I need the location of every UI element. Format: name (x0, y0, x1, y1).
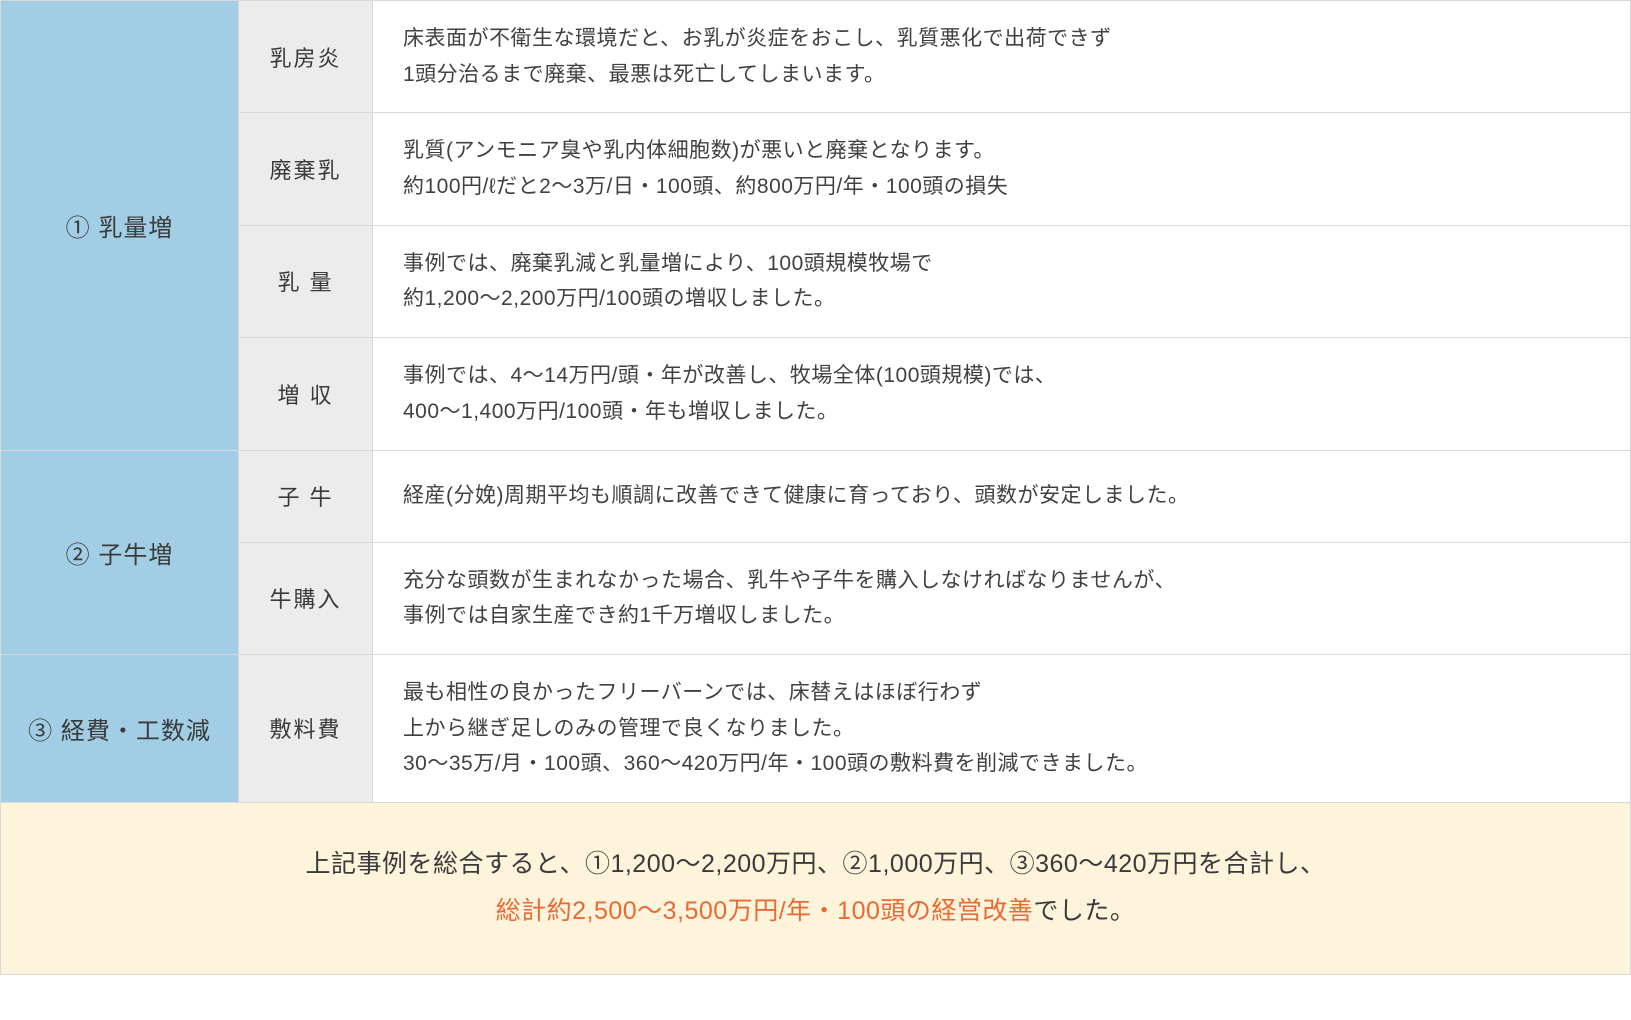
benefits-table: ① 乳量増 乳房炎 床表面が不衛生な環境だと、お乳が炎症をおこし、乳質悪化で出荷… (0, 0, 1631, 803)
description-cell: 最も相性の良かったフリーバーンでは、床替えはほぼ行わず上から継ぎ足しのみの管理で… (373, 655, 1630, 802)
summary-suffix: でした。 (1033, 897, 1135, 925)
description-cell: 乳質(アンモニア臭や乳内体細胞数)が悪いと廃棄となります。約100円/ℓだと2〜… (373, 113, 1630, 224)
section-cost-reduction: ③ 経費・工数減 敷料費 最も相性の良かったフリーバーンでは、床替えはほぼ行わず… (1, 655, 1630, 803)
table-row: 増 収 事例では、4〜14万円/頭・年が改善し、牧場全体(100頭規模)では、4… (239, 338, 1630, 449)
description-cell: 事例では、廃棄乳減と乳量増により、100頭規模牧場で約1,200〜2,200万円… (373, 226, 1630, 337)
section-calf-increase: ② 子牛増 子 牛 経産(分娩)周期平均も順調に改善できて健康に育っており、頭数… (1, 451, 1630, 655)
rows-container: 敷料費 最も相性の良かったフリーバーンでは、床替えはほぼ行わず上から継ぎ足しのみ… (239, 655, 1630, 802)
description-cell: 床表面が不衛生な環境だと、お乳が炎症をおこし、乳質悪化で出荷できず1頭分治るまで… (373, 1, 1630, 112)
summary-highlight: 総計約2,500〜3,500万円/年・100頭の経営改善 (496, 897, 1034, 925)
category-cell: ② 子牛増 (1, 451, 239, 654)
section-milk-increase: ① 乳量増 乳房炎 床表面が不衛生な環境だと、お乳が炎症をおこし、乳質悪化で出荷… (1, 1, 1630, 451)
table-row: 乳房炎 床表面が不衛生な環境だと、お乳が炎症をおこし、乳質悪化で出荷できず1頭分… (239, 1, 1630, 113)
category-cell: ③ 経費・工数減 (1, 655, 239, 802)
subcategory-cell: 乳 量 (239, 226, 373, 337)
subcategory-cell: 乳房炎 (239, 1, 373, 112)
category-cell: ① 乳量増 (1, 1, 239, 450)
rows-container: 子 牛 経産(分娩)周期平均も順調に改善できて健康に育っており、頭数が安定しまし… (239, 451, 1630, 654)
table-row: 敷料費 最も相性の良かったフリーバーンでは、床替えはほぼ行わず上から継ぎ足しのみ… (239, 655, 1630, 802)
table-row: 乳 量 事例では、廃棄乳減と乳量増により、100頭規模牧場で約1,200〜2,2… (239, 226, 1630, 338)
subcategory-cell: 増 収 (239, 338, 373, 449)
description-cell: 充分な頭数が生まれなかった場合、乳牛や子牛を購入しなければなりませんが、事例では… (373, 543, 1630, 654)
subcategory-cell: 敷料費 (239, 655, 373, 802)
table-row: 牛購入 充分な頭数が生まれなかった場合、乳牛や子牛を購入しなければなりませんが、… (239, 543, 1630, 654)
description-cell: 事例では、4〜14万円/頭・年が改善し、牧場全体(100頭規模)では、400〜1… (373, 338, 1630, 449)
subcategory-cell: 牛購入 (239, 543, 373, 654)
table-row: 子 牛 経産(分娩)周期平均も順調に改善できて健康に育っており、頭数が安定しまし… (239, 451, 1630, 543)
table-row: 廃棄乳 乳質(アンモニア臭や乳内体細胞数)が悪いと廃棄となります。約100円/ℓ… (239, 113, 1630, 225)
summary-line1: 上記事例を総合すると、①1,200〜2,200万円、②1,000万円、③360〜… (305, 850, 1325, 878)
subcategory-cell: 廃棄乳 (239, 113, 373, 224)
rows-container: 乳房炎 床表面が不衛生な環境だと、お乳が炎症をおこし、乳質悪化で出荷できず1頭分… (239, 1, 1630, 450)
summary-box: 上記事例を総合すると、①1,200〜2,200万円、②1,000万円、③360〜… (0, 803, 1631, 975)
description-cell: 経産(分娩)周期平均も順調に改善できて健康に育っており、頭数が安定しました。 (373, 451, 1630, 542)
subcategory-cell: 子 牛 (239, 451, 373, 542)
